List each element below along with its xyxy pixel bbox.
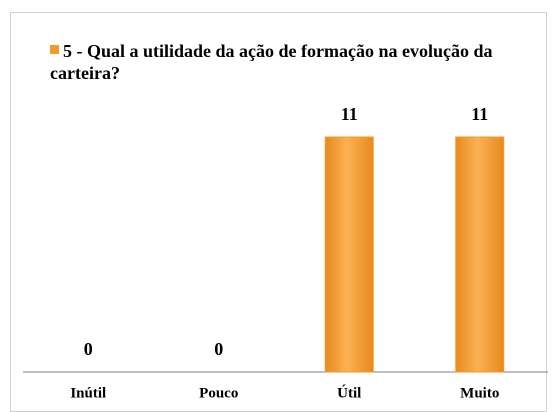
x-tick-label: Útil [337, 384, 361, 401]
bar [324, 136, 374, 373]
bar [455, 136, 505, 373]
legend: 5 - Qual a utilidade da ação de formação… [50, 40, 540, 84]
data-label: 0 [214, 339, 223, 359]
legend-label: 5 - Qual a utilidade da ação de formação… [50, 41, 493, 83]
x-tick-label: Inútil [70, 385, 106, 401]
legend-swatch [50, 45, 59, 54]
x-tick-label: Pouco [199, 385, 238, 401]
data-label: 11 [341, 104, 358, 124]
data-label: 11 [471, 104, 488, 124]
x-tick-label: Muito [460, 385, 499, 401]
data-label: 0 [84, 339, 93, 359]
